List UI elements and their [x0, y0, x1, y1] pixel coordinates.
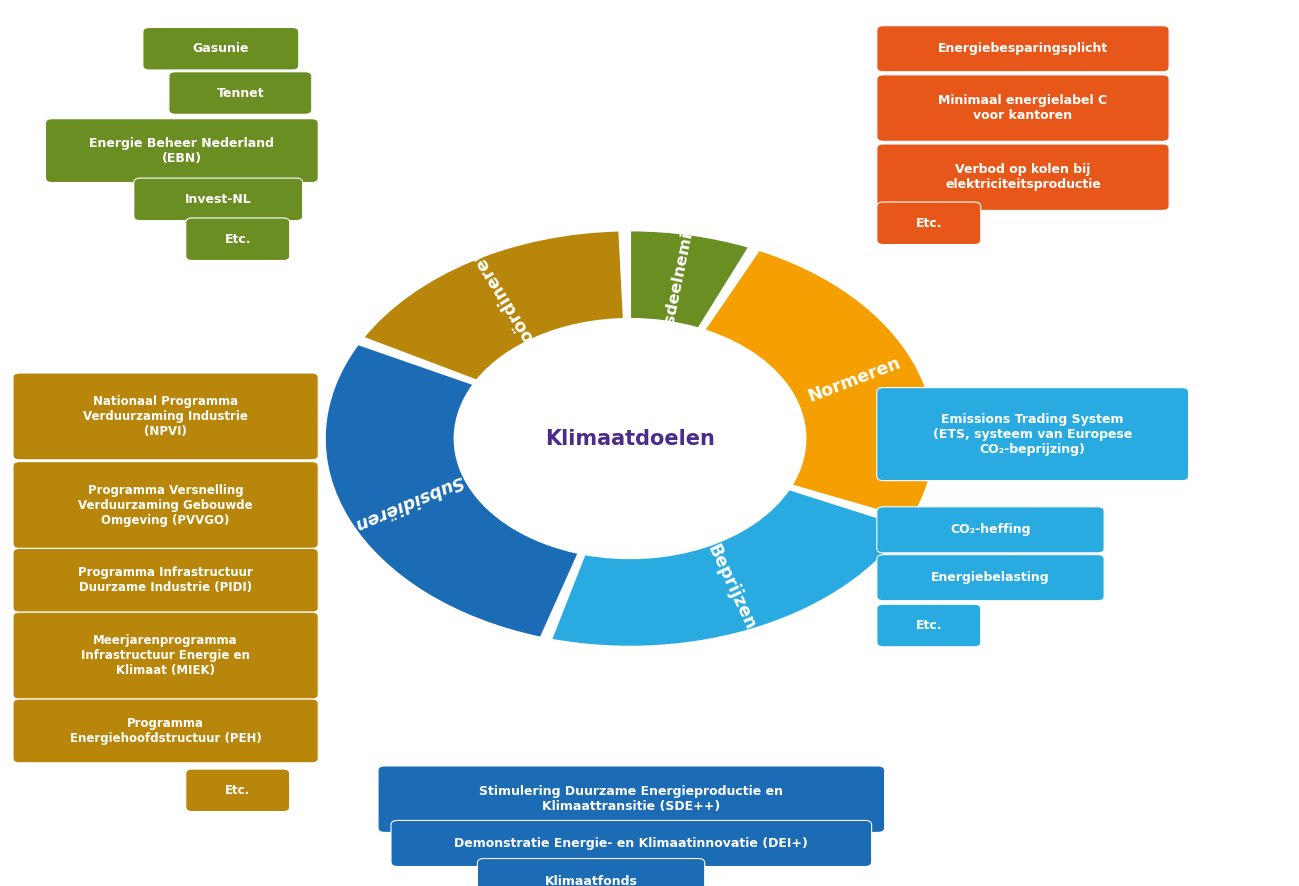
FancyBboxPatch shape — [478, 859, 704, 886]
Text: Beprijzen: Beprijzen — [704, 541, 760, 633]
Text: Programma
Energiehoofdstructuur (PEH): Programma Energiehoofdstructuur (PEH) — [70, 717, 261, 745]
FancyBboxPatch shape — [186, 218, 290, 260]
FancyBboxPatch shape — [143, 27, 299, 70]
Circle shape — [455, 319, 805, 558]
FancyBboxPatch shape — [169, 72, 312, 114]
FancyBboxPatch shape — [877, 507, 1104, 553]
Text: Programma Versnelling
Verduurzaming Gebouwde
Omgeving (PVVGO): Programma Versnelling Verduurzaming Gebo… — [78, 484, 253, 526]
Text: Klimaatfonds: Klimaatfonds — [544, 875, 638, 886]
Text: Tennet: Tennet — [217, 87, 264, 99]
Text: Subsidiëren: Subsidiëren — [352, 471, 466, 533]
FancyBboxPatch shape — [391, 820, 872, 867]
FancyBboxPatch shape — [13, 462, 318, 548]
FancyBboxPatch shape — [378, 766, 885, 833]
Wedge shape — [551, 489, 907, 647]
Text: Gasunie: Gasunie — [192, 43, 249, 55]
Text: Minimaal energielabel C
voor kantoren: Minimaal energielabel C voor kantoren — [938, 94, 1108, 122]
Text: Normeren: Normeren — [805, 354, 903, 406]
FancyBboxPatch shape — [186, 769, 290, 812]
Text: Etc.: Etc. — [225, 784, 251, 797]
Text: Etc.: Etc. — [916, 619, 942, 632]
Text: Programma Infrastructuur
Duurzame Industrie (PIDI): Programma Infrastructuur Duurzame Indust… — [78, 566, 253, 595]
Text: Klimaatdoelen: Klimaatdoelen — [546, 429, 714, 448]
FancyBboxPatch shape — [13, 699, 318, 763]
FancyBboxPatch shape — [877, 555, 1104, 601]
Text: Energiebesparingsplicht: Energiebesparingsplicht — [938, 43, 1108, 55]
Text: Energie Beheer Nederland
(EBN): Energie Beheer Nederland (EBN) — [90, 136, 274, 165]
Wedge shape — [630, 230, 750, 329]
FancyBboxPatch shape — [877, 26, 1169, 72]
Text: Staatsdeelnemingen: Staatsdeelnemingen — [652, 185, 704, 371]
Text: Stimulering Duurzame Energieproductie en
Klimaattransitie (SDE++): Stimulering Duurzame Energieproductie en… — [479, 785, 783, 813]
Text: Verbod op kolen bij
elektriciteitsproductie: Verbod op kolen bij elektriciteitsproduc… — [946, 163, 1100, 191]
Text: Meerjarenprogramma
Infrastructuur Energie en
Klimaat (MIEK): Meerjarenprogramma Infrastructuur Energi… — [81, 634, 251, 677]
Wedge shape — [325, 344, 579, 638]
FancyBboxPatch shape — [13, 373, 318, 460]
Text: Nationaal Programma
Verduurzaming Industrie
(NPVI): Nationaal Programma Verduurzaming Indust… — [83, 395, 248, 438]
FancyBboxPatch shape — [134, 178, 303, 221]
FancyBboxPatch shape — [877, 388, 1189, 480]
Text: Invest-NL: Invest-NL — [184, 193, 252, 206]
FancyBboxPatch shape — [13, 548, 318, 612]
Text: Demonstratie Energie- en Klimaatinnovatie (DEI+): Demonstratie Energie- en Klimaatinnovati… — [455, 837, 808, 850]
FancyBboxPatch shape — [877, 75, 1169, 142]
Text: Energiebelasting: Energiebelasting — [931, 571, 1050, 584]
Text: Coördineren: Coördineren — [465, 243, 544, 355]
Text: Etc.: Etc. — [916, 217, 942, 229]
Wedge shape — [704, 250, 935, 520]
FancyBboxPatch shape — [877, 144, 1169, 211]
FancyBboxPatch shape — [45, 119, 318, 183]
FancyBboxPatch shape — [877, 202, 981, 245]
FancyBboxPatch shape — [13, 612, 318, 699]
Text: CO₂-heffing: CO₂-heffing — [951, 524, 1030, 536]
Text: Etc.: Etc. — [225, 233, 251, 245]
Wedge shape — [362, 230, 624, 381]
FancyBboxPatch shape — [877, 604, 981, 647]
Text: Emissions Trading System
(ETS, systeem van Europese
CO₂-beprijzing): Emissions Trading System (ETS, systeem v… — [933, 413, 1133, 455]
